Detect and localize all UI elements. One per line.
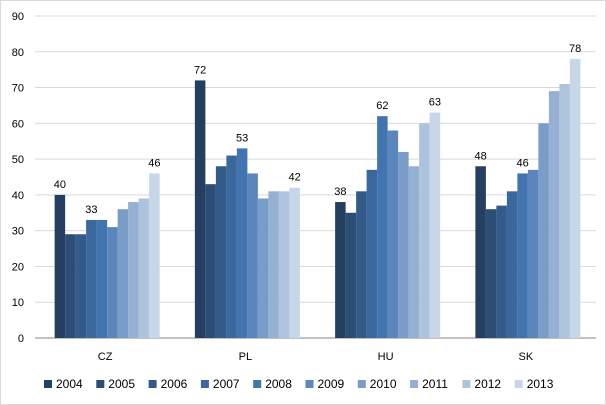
y-tick-label: 40 — [12, 190, 24, 202]
bar-SK-2006 — [496, 205, 507, 338]
legend-label: 2005 — [108, 377, 135, 391]
legend-label: 2011 — [422, 377, 448, 391]
bar-SK-2011 — [548, 91, 560, 338]
y-tick-label: 0 — [18, 333, 24, 345]
data-label: 48 — [475, 150, 487, 162]
legend-swatch — [200, 380, 209, 388]
legend: 2004 2005 2006 2007 2008 2009 2010 2011 2012 2013 — [44, 377, 554, 391]
legend-label: 2012 — [474, 377, 501, 391]
y-tick-label: 20 — [12, 261, 24, 273]
bar-SK-2012 — [559, 83, 570, 338]
data-label: 78 — [569, 43, 581, 55]
legend-swatch — [410, 380, 419, 388]
legend-label: 2013 — [527, 377, 554, 391]
data-label: 63 — [429, 97, 441, 109]
bar-PL-2009 — [247, 173, 258, 338]
y-tick-label: 10 — [12, 297, 24, 309]
legend-label: 2007 — [213, 377, 240, 391]
x-tick-label: PL — [239, 351, 252, 363]
legend-swatch — [305, 380, 314, 388]
legend-swatch — [96, 380, 105, 388]
data-labels: 40 33 46 72 53 42 38 62 63 48 46 78 — [54, 43, 582, 216]
data-label: 46 — [517, 157, 529, 169]
bar-HU-2010 — [398, 151, 409, 338]
x-tick-label: SK — [519, 351, 534, 363]
y-tick-label: 50 — [12, 154, 24, 166]
legend-swatch — [462, 380, 471, 388]
bar-SK-2008 — [517, 173, 528, 338]
y-tick-label: 90 — [12, 11, 24, 23]
legend-label: 2010 — [370, 377, 397, 391]
data-label: 72 — [194, 64, 206, 76]
bar-PL-2012 — [278, 191, 290, 338]
bar-HU-2009 — [387, 130, 399, 338]
legend-swatch — [514, 380, 523, 388]
bar-CZ-2009 — [107, 227, 118, 338]
bar-PL-2010 — [257, 198, 269, 338]
x-axis-ticks: CZ PL HU SK — [98, 351, 534, 363]
data-label: 62 — [376, 100, 388, 112]
bar-CZ-2004 — [54, 194, 66, 338]
legend-label: 2004 — [56, 377, 83, 391]
x-tick-label: HU — [378, 351, 394, 363]
bar-CZ-2012 — [138, 198, 150, 338]
bar-HU-2004 — [335, 202, 346, 338]
bar-HU-2011 — [408, 166, 420, 338]
bar-SK-2007 — [506, 191, 518, 338]
bar-PL-2008 — [236, 148, 248, 338]
bar-HU-2006 — [356, 191, 367, 338]
data-label: 53 — [236, 132, 248, 144]
bar-HU-2008 — [377, 116, 388, 338]
bar-HU-2013 — [429, 112, 441, 338]
legend-label: 2006 — [161, 377, 188, 391]
legend-swatch — [44, 380, 52, 388]
bar-CZ-2008 — [96, 219, 108, 338]
x-tick-label: CZ — [98, 351, 113, 363]
legend-swatch — [357, 380, 366, 388]
bar-CZ-2006 — [75, 234, 87, 338]
bar-CZ-2005 — [65, 234, 76, 338]
bar-PL-2006 — [215, 166, 227, 338]
bar-CZ-2013 — [149, 173, 160, 338]
legend-label: 2009 — [318, 377, 345, 391]
y-tick-label: 30 — [12, 226, 24, 238]
bar-HU-2012 — [419, 123, 430, 338]
data-label: 42 — [289, 172, 301, 184]
bar-PL-2004 — [194, 80, 206, 339]
bar-SK-2009 — [527, 169, 539, 338]
data-label: 38 — [334, 186, 346, 198]
y-tick-label: 60 — [12, 118, 24, 130]
legend-swatch — [253, 380, 262, 388]
legend-label: 2008 — [265, 377, 292, 391]
bar-SK-2004 — [475, 166, 486, 338]
bar-HU-2007 — [366, 169, 378, 338]
y-axis-ticks: 0 10 20 30 40 50 60 70 80 90 — [12, 11, 24, 345]
bar-CZ-2010 — [117, 209, 129, 338]
bar-CZ-2011 — [128, 202, 139, 338]
bar-PL-2011 — [268, 191, 279, 338]
bar-HU-2005 — [345, 212, 357, 338]
y-tick-label: 80 — [12, 47, 24, 59]
bar-SK-2010 — [538, 123, 549, 338]
bar-CZ-2007 — [86, 219, 97, 338]
data-label: 33 — [85, 204, 97, 216]
legend-swatch — [148, 380, 157, 388]
bar-PL-2005 — [205, 184, 216, 338]
data-label: 46 — [148, 157, 160, 169]
y-tick-label: 70 — [12, 83, 24, 95]
bar-PL-2007 — [226, 155, 237, 338]
bar-SK-2013 — [569, 58, 581, 338]
bar-SK-2005 — [485, 209, 497, 338]
data-label: 40 — [54, 179, 66, 191]
bar-PL-2013 — [289, 187, 300, 338]
bars — [54, 58, 581, 339]
